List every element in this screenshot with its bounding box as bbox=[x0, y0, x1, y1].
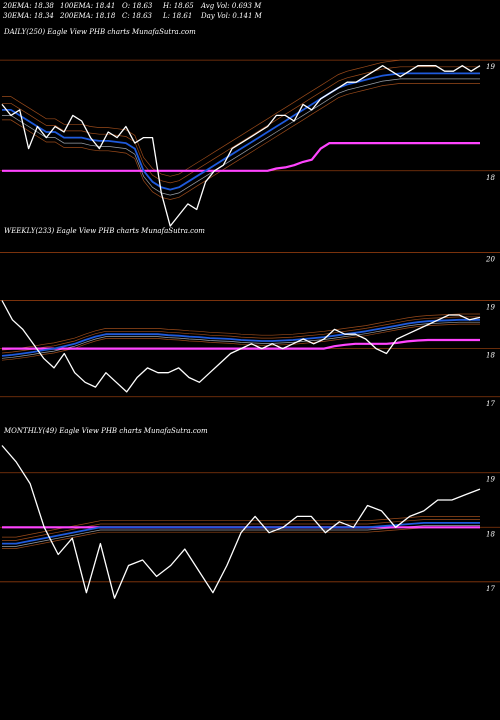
monthly-panel: 19 18 17 bbox=[0, 445, 500, 599]
y-tick-label: 20 bbox=[485, 255, 495, 263]
weekly-panel: 20 19 18 17 bbox=[0, 252, 500, 408]
y-tick-label: 17 bbox=[486, 585, 495, 593]
ema-band-line bbox=[1, 313, 480, 351]
stat-100ema: 100EMA: 18.41 bbox=[60, 2, 115, 10]
stat-30ema: 30EMA: 18.34 bbox=[3, 12, 54, 20]
price-line bbox=[1, 65, 481, 227]
ema-band-line bbox=[2, 66, 480, 184]
stat-close: C: 18.63 bbox=[122, 12, 153, 20]
stat-day-vol: Day Vol: 0.141 M bbox=[200, 12, 263, 20]
stat-low: L: 18.61 bbox=[162, 12, 192, 20]
price-line bbox=[1, 300, 481, 393]
y-tick-label: 18 bbox=[486, 352, 495, 360]
ema-band-line bbox=[1, 323, 480, 361]
stats-header: 20EMA: 18.38 100EMA: 18.41 O: 18.63 H: 1… bbox=[2, 2, 263, 20]
panel-label-weekly: WEEKLY(233) Eagle View PHB charts Munafa… bbox=[4, 227, 205, 235]
y-tick-label: 19 bbox=[486, 304, 495, 312]
ema-band-line bbox=[2, 83, 480, 200]
ema-band-line bbox=[2, 78, 480, 196]
stat-open: O: 18.63 bbox=[122, 2, 153, 10]
ema-band-line bbox=[1, 316, 480, 354]
stat-20ema: 20EMA: 18.38 bbox=[2, 2, 54, 10]
stat-200ema: 200EMA: 18.18 bbox=[59, 12, 116, 20]
ema-blue-line bbox=[1, 318, 480, 357]
ema-blue-line bbox=[2, 522, 480, 545]
stat-high: H: 18.65 bbox=[162, 2, 194, 10]
ema-blue-line bbox=[2, 72, 480, 191]
stat-avg-vol: Avg Vol: 0.693 M bbox=[200, 2, 262, 10]
y-tick-label: 18 bbox=[486, 530, 495, 538]
panel-label-daily: DAILY(250) Eagle View PHB charts MunafaS… bbox=[3, 28, 196, 36]
price-line bbox=[1, 445, 481, 599]
y-tick-label: 17 bbox=[486, 400, 495, 408]
ema-band-line bbox=[2, 516, 480, 538]
y-tick-label: 18 bbox=[486, 174, 495, 182]
ema-band-line bbox=[2, 59, 480, 177]
ema-band-line bbox=[1, 321, 480, 359]
ema-magenta-line bbox=[2, 142, 480, 172]
y-tick-label: 19 bbox=[486, 63, 495, 71]
panel-label-monthly: MONTHLY(49) Eagle View PHB charts Munafa… bbox=[3, 427, 208, 435]
y-tick-label: 19 bbox=[486, 476, 495, 484]
